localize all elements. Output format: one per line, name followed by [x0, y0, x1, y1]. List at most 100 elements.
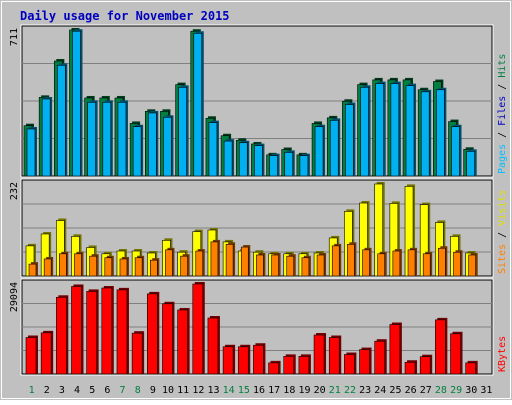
- x-tick-label-day-19: 19: [298, 385, 310, 396]
- x-tick-label-day-6: 6: [104, 385, 110, 396]
- axis-labels-layer: 711 232 29094 Pages / Files / Hits Sites / V…: [9, 28, 508, 396]
- chart-outer-frame: [1, 1, 511, 399]
- bar-files-day-29: [451, 126, 460, 177]
- x-tick-label-day-29: 29: [450, 385, 462, 396]
- bar-sites-day-24: [377, 253, 386, 277]
- bar-sites-day-29: [453, 251, 461, 277]
- legend-sep: /: [497, 78, 508, 96]
- x-tick-label-day-18: 18: [283, 385, 295, 396]
- x-tick-label-day-26: 26: [405, 385, 417, 396]
- bar-kbytes-day-3: [56, 296, 67, 375]
- panel-middle-highlight: [20, 178, 494, 278]
- x-tick-label-day-10: 10: [162, 385, 174, 396]
- bottom-max-label: 29094: [9, 282, 20, 312]
- bar-kbytes-day-4: [71, 286, 82, 375]
- bar-files-day-17: [269, 155, 278, 177]
- bar-files-day-5: [87, 101, 96, 177]
- x-tick-label-day-27: 27: [420, 385, 432, 396]
- bar-files-day-22: [345, 104, 354, 177]
- x-tick-label-day-2: 2: [44, 385, 50, 396]
- bar-sites-day-12: [195, 250, 204, 277]
- x-tick-label-day-21: 21: [329, 385, 341, 396]
- bar-files-day-10: [163, 116, 172, 177]
- bar-files-day-26: [405, 85, 415, 177]
- x-tick-label-day-1: 1: [29, 385, 35, 396]
- bar-kbytes-day-28: [435, 319, 446, 375]
- x-tick-label-day-7: 7: [120, 385, 126, 396]
- bar-sites-day-11: [180, 255, 188, 277]
- top-max-label: 711: [9, 28, 20, 46]
- x-tick-label-day-4: 4: [74, 385, 80, 396]
- bottom-legend: KBytes: [497, 336, 508, 372]
- bar-files-day-7: [117, 101, 127, 177]
- bar-sites-day-5: [89, 255, 97, 277]
- bar-sites-day-13: [210, 241, 219, 277]
- legend-kbytes: KBytes: [497, 336, 508, 372]
- bar-sites-day-17: [271, 254, 279, 277]
- bar-sites-day-22: [347, 243, 355, 277]
- bar-sites-day-15: [240, 246, 249, 277]
- bar-sites-day-27: [422, 253, 431, 277]
- bar-kbytes-day-26: [404, 361, 416, 375]
- bar-kbytes-day-11: [177, 309, 188, 375]
- x-tick-label-day-16: 16: [253, 385, 265, 396]
- panel-bottom-highlight: [20, 278, 494, 376]
- bar-files-day-1: [26, 128, 36, 177]
- legend-sep: /: [497, 126, 508, 144]
- x-tick-label-day-28: 28: [435, 385, 447, 396]
- bar-sites-day-23: [362, 249, 370, 277]
- middle-max-label: 232: [9, 182, 20, 200]
- bar-files-day-13: [208, 122, 218, 177]
- bar-files-day-3: [57, 65, 66, 177]
- bar-files-day-14: [223, 140, 233, 177]
- bar-kbytes-day-8: [131, 332, 143, 375]
- legend-files: Files: [497, 96, 508, 126]
- x-tick-label-day-9: 9: [150, 385, 156, 396]
- x-tick-label-day-13: 13: [207, 385, 219, 396]
- bar-kbytes-day-27: [419, 356, 431, 375]
- bar-sites-day-18: [286, 255, 295, 277]
- bar-kbytes-day-17: [268, 362, 279, 375]
- bar-kbytes-day-15: [237, 346, 249, 375]
- bar-sites-day-30: [468, 254, 476, 277]
- legend-pages: Pages: [497, 144, 508, 174]
- x-tick-label-day-17: 17: [268, 385, 280, 396]
- legend-hits: Hits: [497, 54, 508, 78]
- bar-files-day-12: [193, 32, 203, 177]
- bar-sites-day-28: [438, 247, 446, 277]
- bar-files-day-27: [420, 91, 430, 177]
- bar-kbytes-day-6: [101, 287, 113, 375]
- bar-sites-day-25: [392, 250, 401, 277]
- bar-files-day-2: [41, 98, 51, 177]
- bar-kbytes-day-10: [162, 303, 173, 375]
- legend-sep: /: [497, 226, 508, 244]
- bar-sites-day-3: [59, 253, 67, 277]
- x-tick-label-day-20: 20: [314, 385, 326, 396]
- bar-kbytes-day-12: [192, 283, 204, 375]
- bar-files-day-30: [466, 151, 475, 177]
- x-tick-label-day-3: 3: [59, 385, 65, 396]
- bar-sites-day-7: [119, 258, 128, 277]
- bar-sites-day-14: [225, 243, 234, 277]
- bar-files-day-6: [102, 101, 112, 177]
- bar-kbytes-day-7: [116, 289, 128, 375]
- bar-files-day-16: [254, 145, 263, 177]
- panel-top-highlight: [20, 24, 494, 178]
- x-tick-label-day-30: 30: [465, 385, 477, 396]
- bar-kbytes-day-23: [359, 349, 370, 375]
- legend-sites: Sites: [497, 244, 508, 274]
- bar-kbytes-day-21: [328, 337, 340, 375]
- bar-files-day-24: [375, 83, 385, 177]
- bar-kbytes-day-1: [25, 337, 37, 375]
- bars-layer: [23, 28, 478, 375]
- bar-kbytes-day-19: [298, 356, 310, 375]
- x-tick-label-day-22: 22: [344, 385, 356, 396]
- bar-sites-day-6: [104, 257, 113, 277]
- middle-legend: Sites / Visits: [497, 190, 508, 274]
- bar-sites-day-9: [149, 259, 158, 277]
- x-tick-label-day-8: 8: [135, 385, 141, 396]
- bar-sites-day-21: [331, 245, 340, 277]
- bar-sites-day-1: [28, 263, 37, 277]
